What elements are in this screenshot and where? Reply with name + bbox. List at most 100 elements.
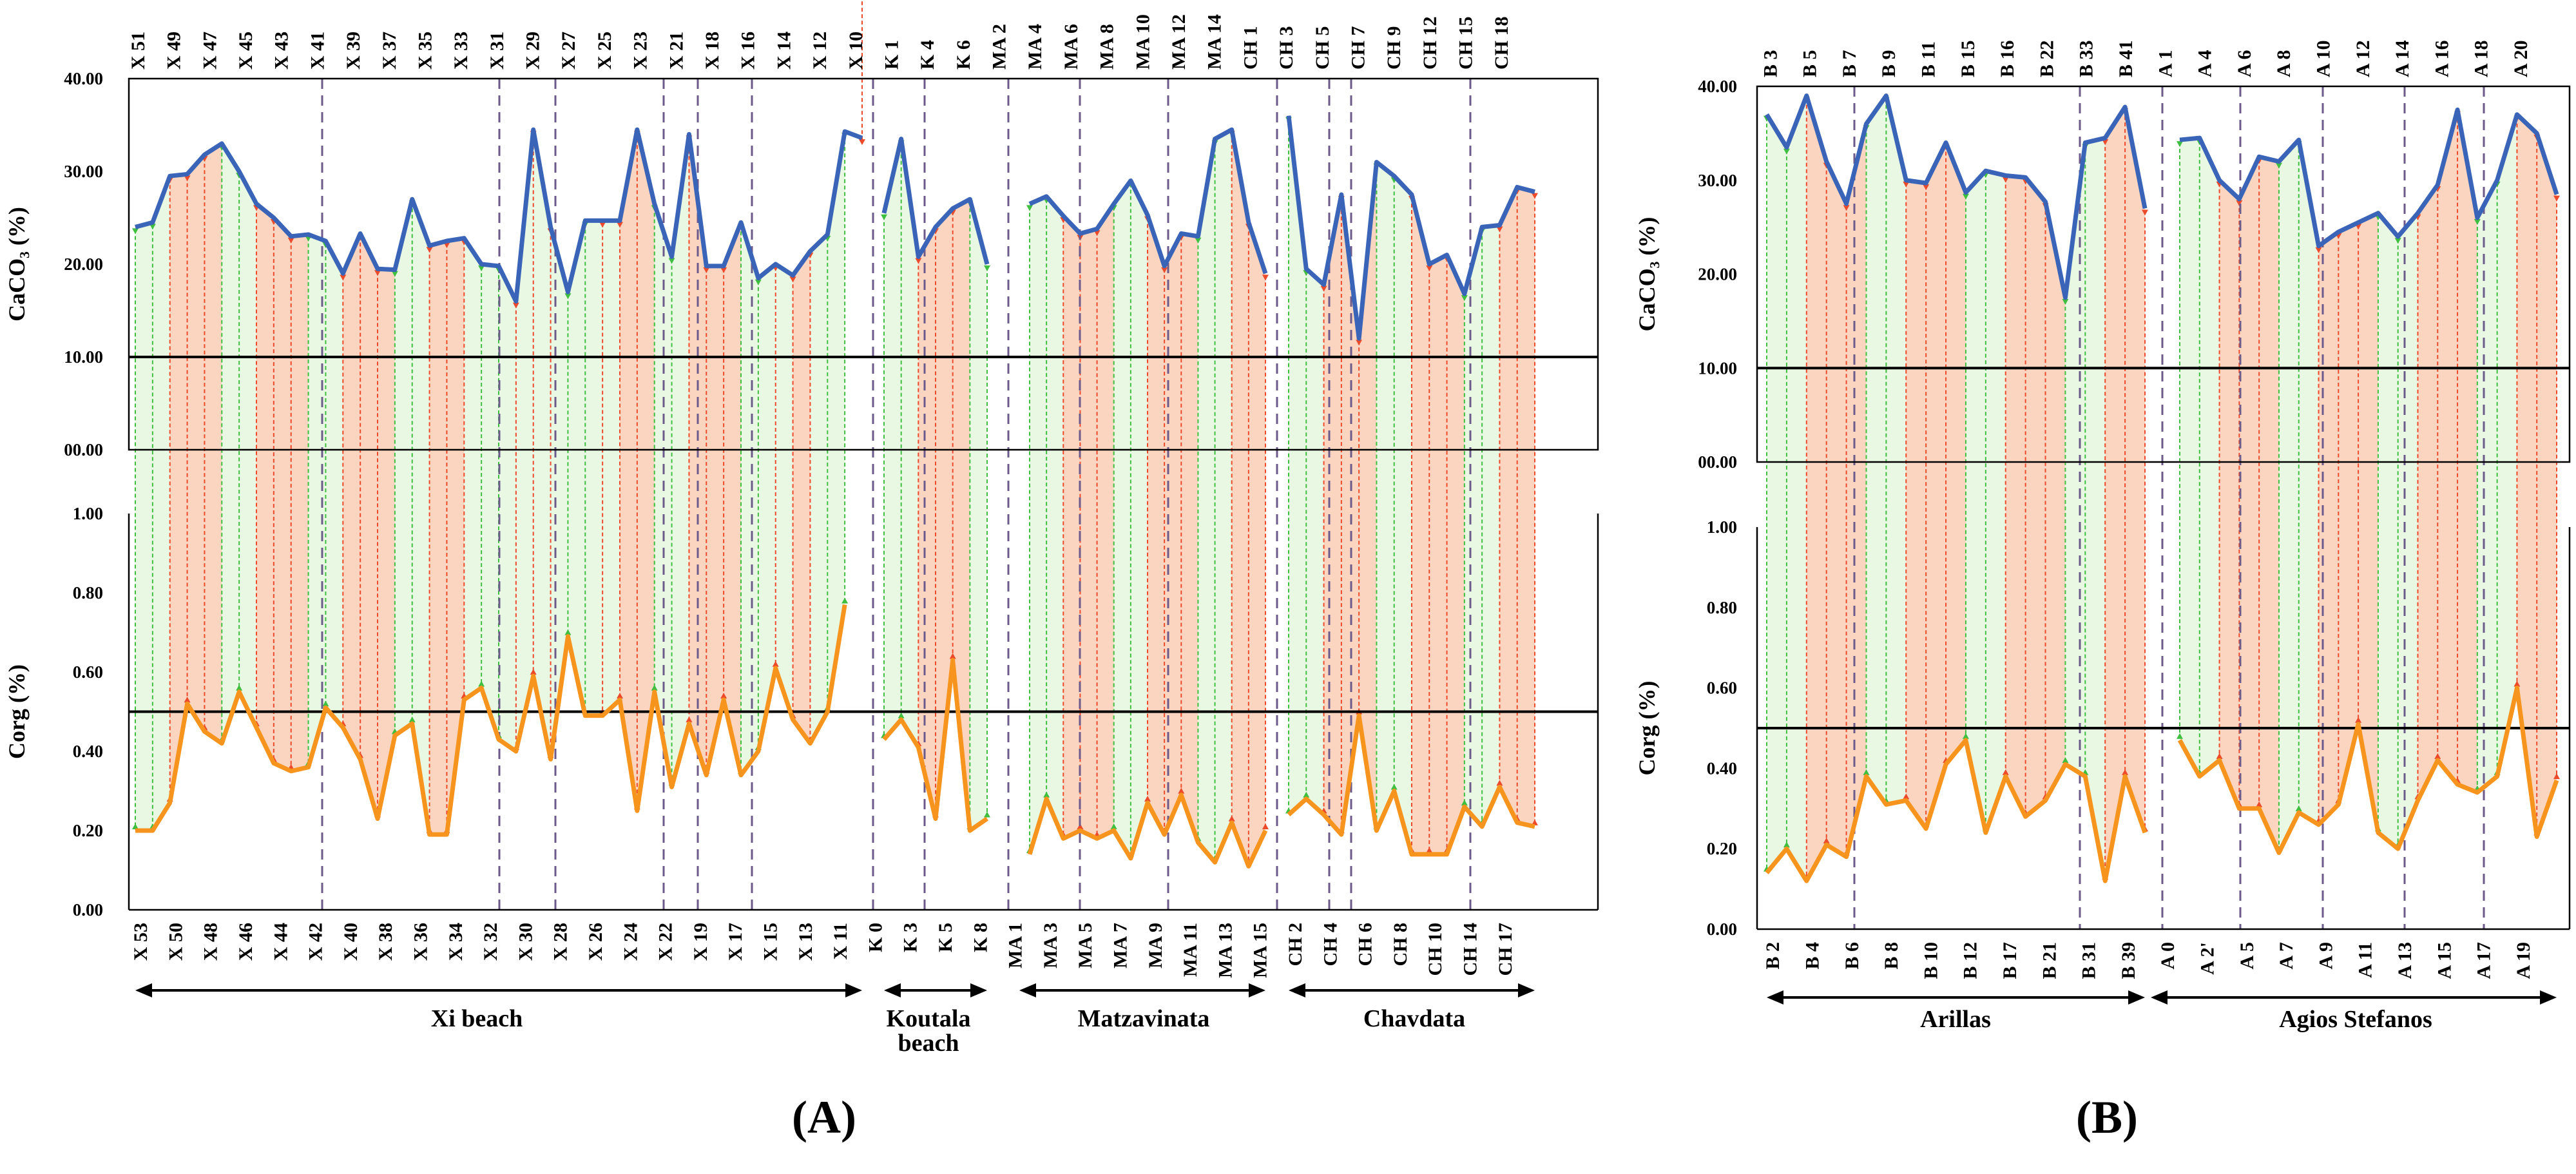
fill-band bbox=[1926, 142, 1946, 829]
corg-y-tick-label: 0.80 bbox=[1707, 598, 1737, 617]
top-sample-label: CH 18 bbox=[1491, 17, 1512, 70]
bottom-sample-label: X 38 bbox=[375, 923, 396, 961]
corg-y-axis-label: Corg (%) bbox=[4, 664, 30, 759]
group-arrow-head bbox=[970, 983, 987, 997]
top-sample-label: X 29 bbox=[523, 32, 544, 70]
bottom-sample-label: K 3 bbox=[900, 923, 921, 952]
corg-y-tick-label: 1.00 bbox=[1707, 517, 1737, 537]
fill-band bbox=[1412, 195, 1429, 854]
bottom-sample-label: X 19 bbox=[690, 923, 711, 961]
fill-band bbox=[1164, 233, 1181, 834]
bottom-sample-label: A 15 bbox=[2434, 942, 2455, 979]
top-sample-label: A 14 bbox=[2392, 40, 2413, 77]
fill-band bbox=[2180, 138, 2200, 776]
top-sample-label: A 12 bbox=[2352, 40, 2374, 77]
bottom-sample-label: MA 1 bbox=[1005, 923, 1026, 968]
corg-y-axis-label: Corg (%) bbox=[1634, 681, 1660, 776]
group-arrow-head bbox=[1249, 983, 1265, 997]
corg-y-tick-label: 1.00 bbox=[73, 504, 103, 523]
bottom-sample-label: B 6 bbox=[1841, 942, 1863, 970]
top-sample-label: X 49 bbox=[164, 32, 185, 70]
top-sample-label: K 1 bbox=[881, 40, 902, 70]
top-sample-label: B 22 bbox=[2036, 40, 2057, 77]
fill-band bbox=[1787, 96, 1807, 881]
fill-band bbox=[1946, 142, 1966, 764]
fill-band bbox=[1906, 180, 1926, 829]
fill-band bbox=[447, 238, 464, 834]
bottom-sample-label: CH 8 bbox=[1390, 923, 1411, 967]
fill-band bbox=[430, 241, 447, 834]
caco3-y-tick-label: 00.00 bbox=[64, 440, 103, 459]
top-sample-label: MA 8 bbox=[1097, 24, 1118, 70]
top-sample-label: X 45 bbox=[235, 32, 256, 70]
group-name-label: Xi beach bbox=[431, 1005, 523, 1032]
bottom-sample-label: B 8 bbox=[1881, 942, 1902, 970]
top-sample-label: A 6 bbox=[2234, 50, 2255, 77]
fill-band bbox=[2125, 107, 2145, 832]
fill-band bbox=[1063, 216, 1080, 838]
caco3-y-tick-label: 30.00 bbox=[64, 162, 103, 181]
top-sample-label: X 14 bbox=[773, 32, 794, 70]
top-sample-label: X 23 bbox=[630, 32, 651, 70]
caco3-y-tick-label: 10.00 bbox=[64, 347, 103, 367]
bottom-sample-label: B 12 bbox=[1960, 942, 1981, 979]
bottom-sample-label: X 30 bbox=[515, 923, 536, 961]
top-sample-label: K 6 bbox=[953, 40, 974, 70]
fill-band bbox=[1394, 176, 1412, 854]
top-sample-label: X 33 bbox=[450, 32, 472, 70]
chart-panel-0: 00.00 10.00 20.00 30.00 40.00 0.00 0.20 0.40 0.6… bbox=[4, 0, 1598, 1143]
bottom-sample-label: X 46 bbox=[235, 923, 256, 961]
fill-band bbox=[2026, 177, 2046, 816]
top-sample-label: B 3 bbox=[1760, 50, 1781, 77]
bottom-sample-label: X 28 bbox=[550, 923, 572, 961]
fill-band bbox=[1429, 255, 1447, 854]
group-arrow-head bbox=[1767, 990, 1783, 1005]
bottom-sample-label: A 2' bbox=[2196, 942, 2218, 975]
top-sample-label: MA 14 bbox=[1204, 14, 1226, 70]
top-sample-label: X 35 bbox=[414, 32, 436, 70]
caco3-y-tick-label: 20.00 bbox=[1698, 265, 1737, 284]
group-name-label-line2: beach bbox=[898, 1030, 959, 1057]
fill-band bbox=[187, 155, 205, 731]
bottom-sample-label: A 13 bbox=[2394, 942, 2416, 979]
fill-band bbox=[291, 235, 309, 771]
fill-band bbox=[2105, 107, 2125, 881]
corg-y-tick-label: 0.00 bbox=[73, 900, 103, 919]
top-sample-label: X 27 bbox=[558, 32, 579, 70]
group-arrow-head bbox=[2151, 990, 2167, 1005]
bottom-sample-label: MA 3 bbox=[1040, 923, 1061, 968]
top-sample-label: X 25 bbox=[594, 32, 615, 70]
top-sample-label: A 10 bbox=[2313, 40, 2334, 77]
bottom-sample-label: X 22 bbox=[655, 923, 677, 961]
fill-band bbox=[2085, 138, 2105, 881]
bottom-sample-label: X 36 bbox=[410, 923, 432, 961]
top-sample-label: A 8 bbox=[2273, 50, 2294, 77]
top-sample-label: B 7 bbox=[1839, 50, 1860, 77]
fill-band bbox=[1097, 204, 1114, 838]
group-arrow-head bbox=[135, 983, 152, 997]
fill-band bbox=[1324, 195, 1341, 834]
fill-band bbox=[1966, 171, 1986, 832]
bottom-sample-label: X 50 bbox=[165, 923, 186, 961]
fill-band bbox=[2497, 115, 2517, 776]
bottom-sample-label: X 24 bbox=[620, 923, 641, 961]
fill-band bbox=[2279, 140, 2299, 852]
group-arrow-head bbox=[2540, 990, 2557, 1005]
fill-band bbox=[1249, 222, 1265, 866]
top-sample-label: K 4 bbox=[917, 40, 938, 70]
fill-band bbox=[1148, 215, 1164, 834]
fill-band bbox=[325, 241, 343, 727]
group-name-label: Chavdata bbox=[1363, 1005, 1465, 1032]
bottom-sample-label: X 48 bbox=[200, 923, 222, 961]
bottom-sample-label: X 44 bbox=[270, 923, 291, 961]
bottom-sample-label: CH 10 bbox=[1425, 923, 1446, 976]
bottom-sample-label: B 39 bbox=[2118, 942, 2139, 979]
corg-y-tick-label: 0.20 bbox=[1707, 839, 1737, 858]
top-sample-label: A 1 bbox=[2155, 50, 2176, 77]
top-sample-label: CH 3 bbox=[1276, 26, 1297, 70]
bottom-sample-label: X 17 bbox=[725, 923, 746, 961]
top-sample-label: B 15 bbox=[1957, 40, 1979, 77]
fill-band bbox=[256, 204, 274, 763]
fill-band bbox=[222, 144, 239, 744]
bottom-sample-label: X 32 bbox=[480, 923, 501, 961]
